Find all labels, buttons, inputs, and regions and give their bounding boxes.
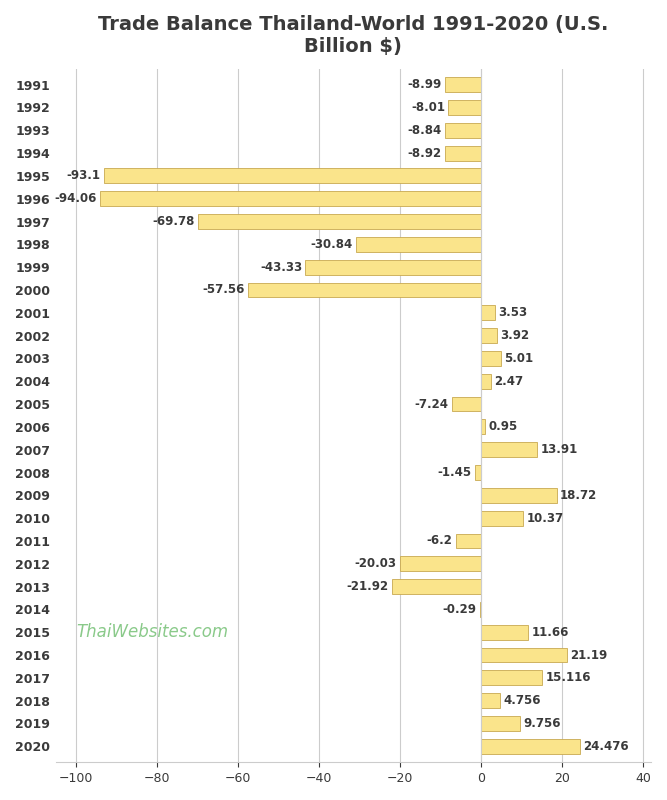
Text: 4.756: 4.756 (504, 694, 541, 707)
Bar (448, 100, 481, 115)
Text: -69.78: -69.78 (153, 215, 195, 228)
Text: -21.92: -21.92 (347, 580, 389, 593)
Bar (481, 716, 520, 731)
Text: ThaiWebsites.com: ThaiWebsites.com (76, 623, 228, 642)
Bar (481, 648, 567, 662)
Text: 10.37: 10.37 (526, 512, 564, 525)
Bar (247, 282, 481, 298)
Text: 21.19: 21.19 (570, 649, 607, 662)
Bar (480, 602, 481, 617)
Text: -8.01: -8.01 (412, 101, 446, 114)
Bar (481, 419, 485, 434)
Text: -20.03: -20.03 (355, 558, 397, 570)
Bar (100, 191, 481, 206)
Text: -57.56: -57.56 (202, 283, 245, 297)
Text: 13.91: 13.91 (540, 443, 578, 456)
Bar (481, 374, 491, 389)
Text: -1.45: -1.45 (438, 466, 472, 479)
Bar (356, 237, 481, 252)
Text: 3.53: 3.53 (498, 306, 528, 319)
Bar (481, 351, 501, 366)
Text: 9.756: 9.756 (524, 717, 561, 730)
Text: 15.116: 15.116 (546, 671, 591, 684)
Bar (481, 306, 495, 320)
Text: 3.92: 3.92 (500, 329, 529, 342)
Bar (104, 169, 481, 183)
Text: -0.29: -0.29 (442, 603, 476, 616)
Text: 18.72: 18.72 (560, 489, 597, 502)
Text: -6.2: -6.2 (427, 534, 453, 547)
Bar (456, 534, 481, 548)
Bar (481, 442, 538, 457)
Bar (305, 260, 481, 274)
Text: 0.95: 0.95 (488, 420, 518, 434)
Bar (481, 488, 557, 502)
Bar (481, 670, 542, 686)
Bar (445, 123, 481, 138)
Text: 11.66: 11.66 (532, 626, 569, 638)
Bar (400, 556, 481, 571)
Bar (392, 579, 481, 594)
Bar (452, 397, 481, 411)
Text: 5.01: 5.01 (504, 352, 534, 365)
Bar (481, 328, 497, 343)
Bar (444, 78, 481, 92)
Text: -8.84: -8.84 (408, 124, 442, 137)
Bar (445, 146, 481, 161)
Text: 24.476: 24.476 (584, 740, 629, 753)
Bar (198, 214, 481, 229)
Bar (481, 625, 528, 640)
Bar (481, 739, 580, 754)
Text: -93.1: -93.1 (67, 170, 101, 182)
Text: -94.06: -94.06 (54, 192, 97, 206)
Bar (475, 465, 481, 480)
Text: -7.24: -7.24 (414, 398, 448, 410)
Text: 2.47: 2.47 (494, 374, 524, 388)
Bar (481, 694, 500, 708)
Title: Trade Balance Thailand-World 1991-2020 (U.S.
Billion $): Trade Balance Thailand-World 1991-2020 (… (98, 15, 608, 56)
Bar (481, 510, 523, 526)
Text: -8.92: -8.92 (408, 146, 442, 159)
Text: -30.84: -30.84 (311, 238, 353, 251)
Text: -43.33: -43.33 (260, 261, 302, 274)
Text: -8.99: -8.99 (407, 78, 442, 91)
